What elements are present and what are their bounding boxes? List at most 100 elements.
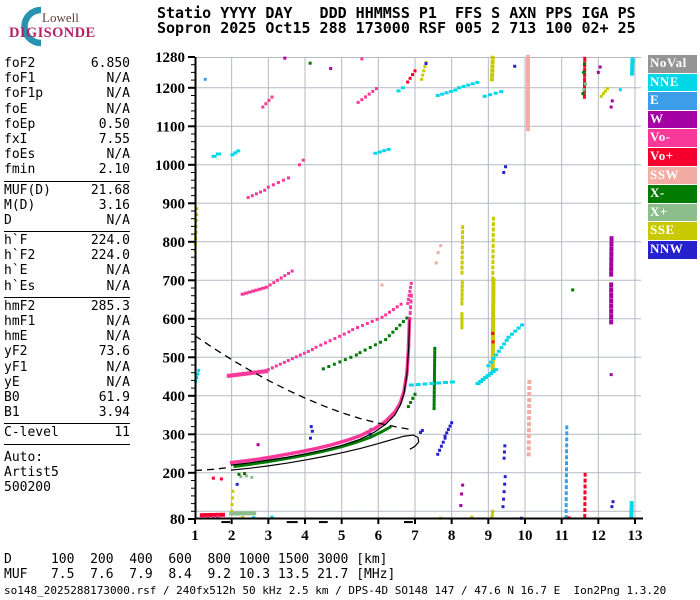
- echo-run-X+: [232, 511, 238, 516]
- echo-run-SSE: [230, 496, 234, 500]
- echo-run-SSE: [491, 227, 495, 232]
- echo-run-Vo-: [271, 183, 275, 187]
- echo-run-Vo+: [583, 502, 587, 507]
- echo-run-E: [565, 431, 569, 436]
- echo-run-W: [609, 292, 614, 298]
- echo-run-NNE: [373, 151, 378, 155]
- echo-run-NNE: [429, 381, 435, 385]
- x-tick-label: 2: [228, 528, 236, 544]
- echo-run-NNE: [494, 353, 499, 357]
- echo-run-NNE: [486, 364, 491, 368]
- echo-run-Vo-: [266, 368, 270, 372]
- echo-dot-Vo-: [206, 515, 210, 519]
- echo-run-SSE: [460, 284, 464, 289]
- echo-dot-W: [610, 99, 614, 103]
- echo-run-NNE: [461, 84, 466, 88]
- echo-run-SSE: [195, 207, 199, 211]
- y-tick-label: 900: [163, 196, 186, 212]
- x-tick-label: 10: [518, 528, 533, 544]
- echo-run-NNE: [436, 381, 442, 385]
- parameter-label: foF1p: [4, 86, 44, 102]
- parameter-value: 224.0: [90, 248, 130, 264]
- echo-run-Vo-: [276, 181, 280, 185]
- x-tick-label: 8: [448, 528, 456, 544]
- parameter-value: N/A: [106, 101, 130, 117]
- echo-dot-Vo+: [491, 340, 495, 344]
- echo-run-Vo-: [259, 369, 264, 374]
- echo-run-Vo-: [282, 360, 286, 364]
- echo-run-NNE: [488, 372, 494, 376]
- legend-item-noval: NoVal: [648, 55, 697, 73]
- logo-lowell-text: Lowell: [42, 10, 79, 25]
- artist-O-model: [230, 319, 411, 466]
- parameter-row: B1 3.94: [4, 405, 130, 420]
- parameter-label: yF1: [4, 359, 28, 375]
- parameter-value: N/A: [106, 314, 130, 329]
- parameter-label: fxI: [4, 131, 28, 147]
- echo-run-NNE: [236, 149, 241, 153]
- logo-arc-icon: [21, 6, 42, 47]
- echo-run-SSE: [490, 363, 495, 369]
- echo-run-W: [609, 241, 614, 247]
- echo-run-SSE: [490, 55, 495, 60]
- echo-run-E: [564, 503, 568, 508]
- y-tick-label: 1000: [155, 158, 185, 174]
- parameter-label: hmF1: [4, 314, 36, 329]
- echo-dot-NNW: [502, 171, 506, 174]
- echo-run-Vo-: [310, 348, 314, 352]
- parameter-label: foF2: [4, 56, 36, 71]
- echo-run-SSE: [491, 254, 495, 259]
- echo-run-NNE: [448, 89, 453, 93]
- echo-run-X-: [321, 367, 325, 371]
- echo-run-Vo-: [408, 316, 412, 321]
- ionogram-plot: 1280 1200 1100 1000 900 800 700 600 500 400 300 200…: [155, 50, 647, 547]
- echo-run-Vo+: [583, 513, 587, 518]
- echo-run-Vo-: [246, 196, 250, 200]
- echo-run-E: [564, 473, 568, 478]
- echo-run-Vo-: [409, 305, 413, 310]
- echo-run-NNE: [488, 360, 493, 364]
- echo-run-SSE: [491, 276, 495, 281]
- echo-run-SSE: [461, 230, 465, 235]
- echo-dot-W: [461, 483, 465, 487]
- parameter-value: N/A: [106, 86, 130, 102]
- legend-item-w: W: [648, 110, 697, 129]
- echo-run-SSW: [527, 385, 532, 390]
- echo-run-X-: [373, 343, 377, 347]
- echo-run-SSE: [195, 213, 199, 217]
- echo-run-X-: [433, 354, 437, 359]
- echo-dot-Vo-: [360, 57, 364, 61]
- echo-dot-SSW: [436, 251, 440, 255]
- echo-run-NNE: [490, 370, 496, 374]
- echo-run-SSW: [525, 125, 530, 132]
- echo-run-SSE: [491, 270, 495, 275]
- echo-run-Vo-: [407, 293, 411, 297]
- echo-run-SSW: [527, 410, 532, 415]
- echo-run-NNW: [502, 497, 506, 501]
- echo-dot-NNE: [252, 515, 256, 519]
- echo-dot-SSW: [439, 244, 443, 248]
- echo-run-W: [609, 256, 614, 262]
- echo-dot-NNW: [420, 428, 424, 432]
- echo-dot-NNW: [309, 436, 312, 440]
- echo-dot-NNW: [310, 429, 314, 433]
- distance-row: D 100 200 400 600 800 1000 1500 3000 [km…: [4, 552, 388, 567]
- parameter-label: yF2: [4, 344, 28, 360]
- echo-run-X-: [433, 366, 437, 371]
- echo-run-NNE: [478, 380, 484, 383]
- echo-run-E: [564, 467, 568, 472]
- y-tick-label: 300: [163, 427, 186, 443]
- echo-run-NNE: [440, 92, 445, 96]
- echo-run-SSW: [525, 81, 530, 88]
- echo-run-SSW: [526, 446, 531, 451]
- echo-run-SSE: [491, 265, 495, 270]
- echo-run-Vo-: [241, 371, 246, 376]
- echo-run-Vo-: [261, 369, 266, 374]
- echo-run-SSE: [490, 64, 495, 69]
- echo-run-SSW: [525, 103, 530, 110]
- echo-run-Vo-: [370, 319, 374, 323]
- echo-run-Vo+: [215, 512, 221, 517]
- echo-run-NNW: [446, 427, 450, 431]
- echo-run-X-: [433, 370, 437, 375]
- echo-run-SSW: [525, 92, 530, 99]
